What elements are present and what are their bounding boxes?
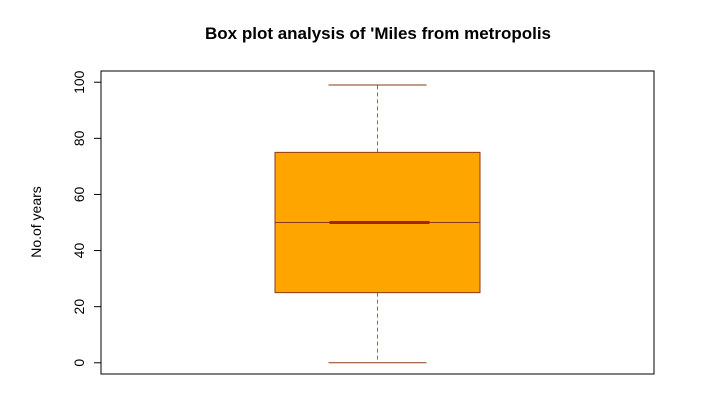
y-tick-label-80: 80 bbox=[71, 130, 87, 146]
y-tick-label-20: 20 bbox=[71, 299, 87, 315]
chart-title: Box plot analysis of 'Miles from metropo… bbox=[205, 24, 551, 43]
y-tick-label-60: 60 bbox=[71, 186, 87, 202]
y-tick-label-40: 40 bbox=[71, 243, 87, 259]
y-tick-label-100: 100 bbox=[71, 70, 87, 94]
y-axis: 0 20 40 60 80 100 bbox=[71, 70, 102, 367]
y-tick-label-0: 0 bbox=[71, 359, 87, 367]
y-axis-label: No.of years bbox=[28, 186, 44, 258]
box-series bbox=[274, 84, 481, 364]
